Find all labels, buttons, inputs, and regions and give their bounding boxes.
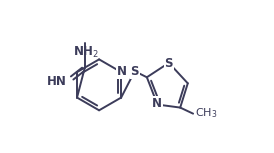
Text: CH$_3$: CH$_3$ [195, 106, 217, 120]
Text: N: N [152, 97, 162, 110]
Text: S: S [165, 57, 173, 70]
Text: N: N [117, 65, 127, 78]
Text: NH$_2$: NH$_2$ [73, 45, 98, 60]
Text: S: S [130, 65, 139, 78]
Text: HN: HN [47, 75, 67, 88]
